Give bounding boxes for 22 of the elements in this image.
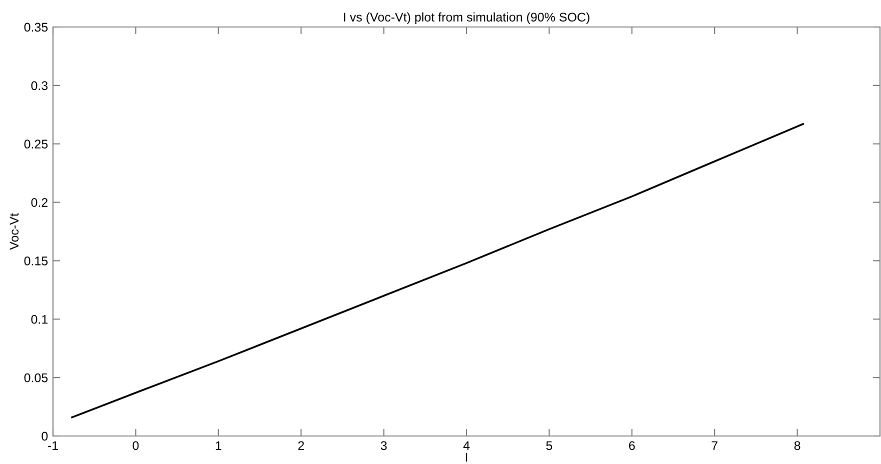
x-tick-label: 0 <box>132 441 139 450</box>
y-tick-label: 0.2 <box>31 198 48 207</box>
y-tick-label: 0.1 <box>31 314 48 324</box>
y-tick-label: 0.3 <box>31 81 48 90</box>
x-axis-title: I <box>466 452 468 462</box>
chart-title: I vs (Voc-Vt) plot from simulation (90% SOC) <box>344 12 590 24</box>
x-tick-label: 4 <box>463 441 470 450</box>
line-series <box>71 123 804 418</box>
x-tick-label: -1 <box>48 441 58 450</box>
y-tick-label: 0.35 <box>24 22 48 32</box>
x-tick-label: 6 <box>629 441 635 450</box>
y-tick-label: 0 <box>42 432 48 441</box>
x-tick-label: 1 <box>216 441 222 450</box>
x-tick-label: 8 <box>794 441 800 450</box>
y-tick-label: 0.25 <box>24 140 48 149</box>
x-tick-label: 3 <box>380 441 387 450</box>
x-tick-label: 2 <box>298 441 304 450</box>
y-axis-title: Voc-Vt <box>10 213 19 250</box>
y-tick-label: 0.15 <box>24 256 48 266</box>
y-tick-label: 0.05 <box>24 373 48 382</box>
x-tick-label: 7 <box>712 441 718 450</box>
x-tick-label: 5 <box>546 441 552 450</box>
